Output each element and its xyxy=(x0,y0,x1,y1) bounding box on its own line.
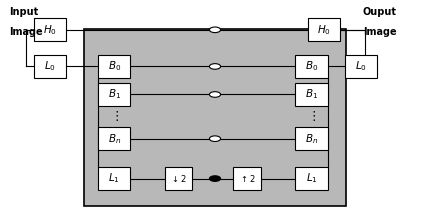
Text: Image: Image xyxy=(9,26,43,37)
Text: $\downarrow$2: $\downarrow$2 xyxy=(170,173,187,184)
Text: $\uparrow$2: $\uparrow$2 xyxy=(239,173,255,184)
FancyBboxPatch shape xyxy=(98,167,130,190)
FancyBboxPatch shape xyxy=(295,83,328,106)
Text: $L_0$: $L_0$ xyxy=(355,59,367,73)
Text: Ouput: Ouput xyxy=(363,7,397,17)
FancyBboxPatch shape xyxy=(98,83,130,106)
Text: $H_0$: $H_0$ xyxy=(317,23,331,37)
Text: $\vdots$: $\vdots$ xyxy=(307,109,316,123)
Text: $B_0$: $B_0$ xyxy=(305,59,318,73)
Circle shape xyxy=(209,136,221,141)
Text: $B_0$: $B_0$ xyxy=(108,59,121,73)
Text: $B_1$: $B_1$ xyxy=(305,88,318,101)
FancyBboxPatch shape xyxy=(345,55,377,78)
FancyBboxPatch shape xyxy=(295,127,328,150)
Text: $L_0$: $L_0$ xyxy=(44,59,56,73)
FancyBboxPatch shape xyxy=(34,55,66,78)
FancyBboxPatch shape xyxy=(165,167,193,190)
FancyBboxPatch shape xyxy=(295,55,328,78)
FancyBboxPatch shape xyxy=(98,55,130,78)
Text: $B_1$: $B_1$ xyxy=(108,88,121,101)
Text: $L_1$: $L_1$ xyxy=(108,172,120,186)
FancyBboxPatch shape xyxy=(295,167,328,190)
FancyBboxPatch shape xyxy=(233,167,261,190)
Text: Input: Input xyxy=(9,7,39,17)
Text: $H_0$: $H_0$ xyxy=(43,23,57,37)
Text: $B_n$: $B_n$ xyxy=(108,132,121,146)
Text: $\vdots$: $\vdots$ xyxy=(110,109,119,123)
FancyBboxPatch shape xyxy=(308,18,341,41)
Bar xyxy=(84,29,346,205)
Text: $L_1$: $L_1$ xyxy=(306,172,317,186)
Circle shape xyxy=(209,176,221,181)
Text: $B_n$: $B_n$ xyxy=(305,132,318,146)
Circle shape xyxy=(209,64,221,69)
Circle shape xyxy=(209,92,221,97)
Circle shape xyxy=(209,27,221,33)
FancyBboxPatch shape xyxy=(98,127,130,150)
FancyBboxPatch shape xyxy=(34,18,66,41)
Text: Image: Image xyxy=(363,26,396,37)
